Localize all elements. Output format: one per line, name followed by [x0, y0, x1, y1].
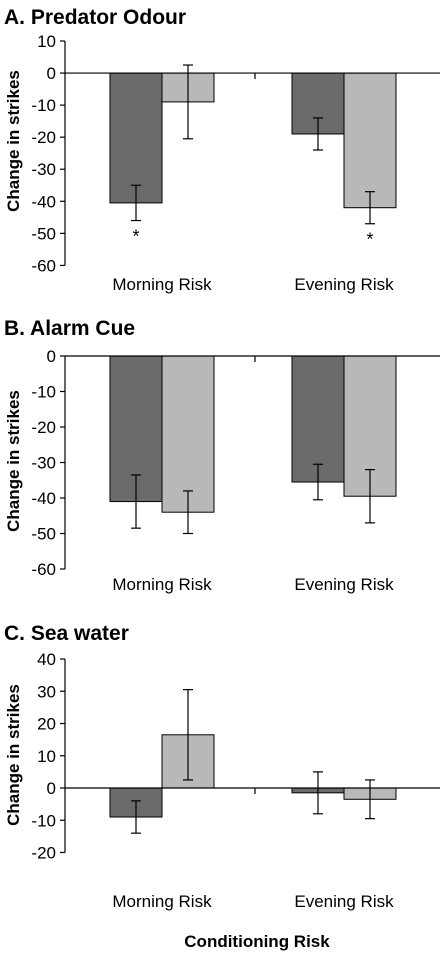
category-label: Evening Risk [294, 275, 394, 294]
y-tick-label: -50 [31, 224, 56, 243]
y-axis-label: Change in strikes [4, 70, 23, 212]
y-tick-label: 10 [37, 747, 56, 766]
y-axis-label: Change in strikes [4, 684, 23, 826]
y-tick-label: -40 [31, 192, 56, 211]
y-tick-label: -20 [31, 418, 56, 437]
significance-marker: * [366, 230, 373, 250]
category-label: Morning Risk [112, 575, 212, 594]
y-tick-label: -20 [31, 844, 56, 863]
y-tick-label: 10 [37, 32, 56, 51]
y-tick-label: -20 [31, 128, 56, 147]
panel-1: A. Predator Odour Change in strikes 10 0 -10… [4, 6, 440, 294]
y-tick-label: -10 [31, 811, 56, 830]
panel-title: B. Alarm Cue [4, 317, 135, 340]
y-axis-label: Change in strikes [4, 390, 23, 532]
category-label: Evening Risk [294, 892, 394, 911]
panel-2: B. Alarm Cue Change in strikes 0 -10 -20 -30 -… [4, 317, 440, 594]
y-tick-label: -30 [31, 454, 56, 473]
bar-1-2 [162, 356, 214, 512]
y-tick-label: -60 [31, 560, 56, 579]
y-tick-label: -50 [31, 525, 56, 544]
y-tick-label: -60 [31, 256, 56, 275]
x-axis-label: Conditioning Risk [184, 932, 330, 951]
y-tick-label: 20 [37, 715, 56, 734]
y-tick-label: 0 [47, 64, 56, 83]
y-tick-label: -10 [31, 96, 56, 115]
y-tick-label: -10 [31, 383, 56, 402]
y-tick-label: -40 [31, 489, 56, 508]
bar-2-1 [292, 356, 344, 482]
panel-title: C. Sea water [4, 622, 129, 645]
y-tick-label: 40 [37, 650, 56, 669]
bar-1-1 [110, 73, 162, 203]
category-label: Evening Risk [294, 575, 394, 594]
panels: A. Predator Odour Change in strikes 10 0 -10… [4, 6, 440, 911]
panel-3: C. Sea water Change in strikes 40 30 20 10 0 -1… [4, 622, 440, 911]
y-tick-label: 30 [37, 682, 56, 701]
y-tick-label: -30 [31, 160, 56, 179]
significance-marker: * [132, 227, 139, 247]
panel-title: A. Predator Odour [4, 6, 186, 29]
y-tick-label: 0 [47, 779, 56, 798]
category-label: Morning Risk [112, 275, 212, 294]
y-tick-label: 0 [47, 347, 56, 366]
bar-2-2 [344, 73, 396, 208]
category-label: Morning Risk [112, 892, 212, 911]
